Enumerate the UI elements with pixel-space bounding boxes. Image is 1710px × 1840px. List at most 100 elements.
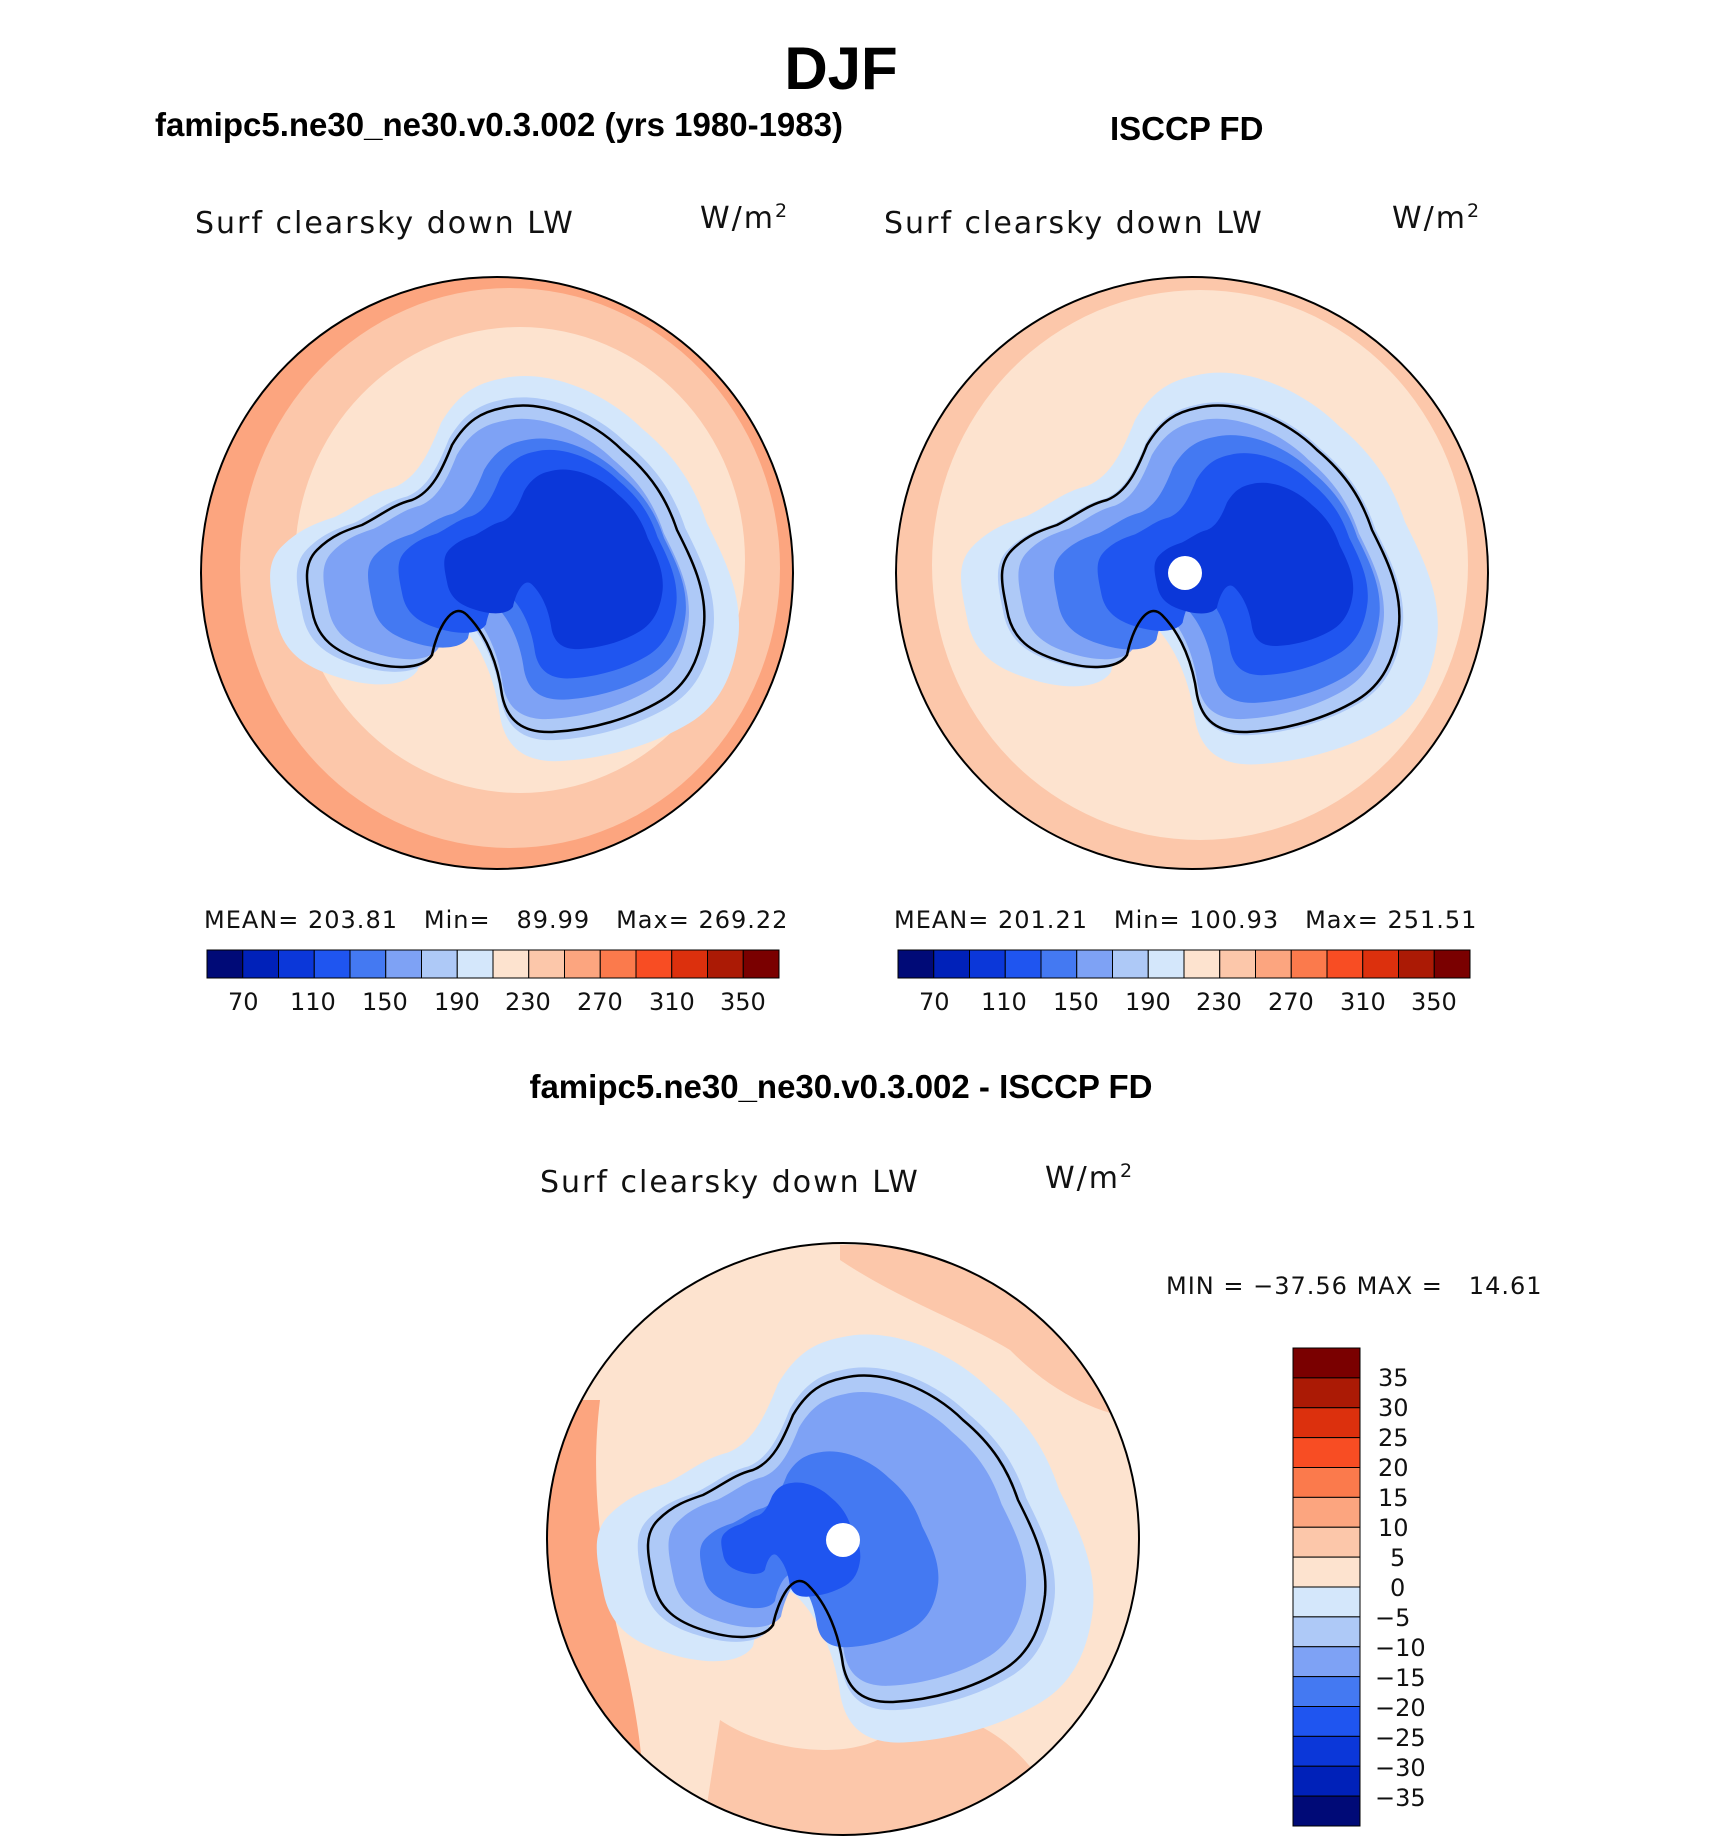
cbar3-tick: 0 [1390,1574,1406,1602]
colorbar-swatch [1292,1586,1361,1618]
colorbar-swatch [1433,949,1471,979]
colorbar-swatch [1292,1556,1361,1588]
colorbar-swatch [528,949,565,979]
colorbar-swatch [349,949,387,979]
max-label: Max= [1305,906,1379,934]
colorbar-swatch [897,949,935,979]
panel-obs-variable: Surf clearsky down LW [884,206,1264,241]
cbar1-tick: 70 [228,988,259,1016]
colorbar-swatch [1292,1526,1361,1558]
cbar3-tick: −10 [1375,1634,1426,1662]
mean-label: MEAN= [204,906,300,934]
colorbar-swatch [1112,949,1149,979]
units-base: W/m [1392,201,1467,236]
colorbar-swatch [1326,949,1364,979]
min-label: Min= [423,906,491,934]
colorbar-swatch [278,949,315,979]
colorbar-swatch [1292,1795,1361,1827]
colorbar-swatch [456,949,494,979]
colorbar-swatch [1292,1676,1361,1707]
panel-diff-title: famipc5.ne30_ne30.v0.3.002 - ISCCP FD [529,1068,1153,1105]
map-border [895,276,1489,870]
colorbar-swatch [1292,1377,1361,1409]
colorbar-swatch [599,949,637,979]
colorbar-swatch [1076,949,1113,979]
cbar3-tick: −5 [1375,1604,1411,1632]
map-border [200,276,794,870]
colorbar-swatch [1004,949,1042,979]
colorbar-swatch [933,949,970,979]
colorbar-swatch [1292,1437,1361,1468]
cbar3-tick: −15 [1375,1664,1426,1692]
colorbar-swatch [1292,1765,1361,1797]
mean-value: 203.81 [308,906,398,934]
cbar1-tick: 350 [720,988,766,1016]
mean-label: MEAN= [894,906,990,934]
units-exponent: 2 [1467,200,1482,222]
colorbar-model [206,949,780,979]
cbar3-tick: 25 [1378,1424,1409,1452]
colorbar-swatch [1398,949,1435,979]
colorbar-obs [897,949,1471,979]
units-base: W/m [700,201,775,236]
max-label: MAX = [1356,1272,1443,1300]
min-label: MIN = [1166,1272,1245,1300]
cbar1-tick: 230 [505,988,551,1016]
cbar3-tick: 5 [1390,1544,1406,1572]
colorbar-swatch [206,949,244,979]
colorbar-swatch [1292,1496,1361,1528]
colorbar-swatch [1362,949,1399,979]
panel-model-title: famipc5.ne30_ne30.v0.3.002 (yrs 1980-198… [155,106,843,143]
colorbar-diff [1292,1347,1361,1827]
max-label: Max= [616,906,690,934]
max-value: 269.22 [698,906,789,934]
colorbar-swatch [1292,1735,1361,1767]
colorbar-swatch [969,949,1006,979]
colorbar-swatch [1040,949,1078,979]
cbar1-tick: 110 [290,988,336,1016]
map-panel-obs [896,277,1488,869]
colorbar-swatch [313,949,351,979]
colorbar-swatch [385,949,422,979]
colorbar-swatch [707,949,744,979]
panel-obs-title: ISCCP FD [1110,110,1264,147]
min-value: 100.93 [1189,906,1280,934]
colorbar-swatch [1219,949,1256,979]
max-value: 251.51 [1387,906,1478,934]
cbar3-tick: −35 [1375,1784,1426,1812]
panel-model-stats: MEAN= 203.81 Min= 89.99 Max= 269.22 [204,906,788,934]
units-exponent: 2 [1120,1160,1135,1182]
cbar3-tick: 30 [1378,1394,1409,1422]
cbar1-tick: 150 [362,988,408,1016]
cbar1-tick: 190 [434,988,480,1016]
panel-model-variable: Surf clearsky down LW [195,206,575,241]
cbar2-tick: 190 [1125,988,1171,1016]
mean-value: 201.21 [998,906,1088,934]
panel-diff-stats: MIN = −37.56 MAX = 14.61 [1166,1272,1543,1300]
panel-obs-units: W/m2 [1392,200,1481,236]
colorbar-swatch [1292,1706,1361,1737]
cbar3-tick: −30 [1375,1754,1426,1782]
max-value: 14.61 [1468,1272,1543,1300]
cbar3-tick: 20 [1378,1454,1409,1482]
cbar3-tick: 35 [1378,1364,1409,1392]
min-value: −37.56 [1253,1272,1348,1300]
colorbar-swatch [492,949,530,979]
cbar3-tick: −25 [1375,1724,1426,1752]
colorbar-swatch [1292,1407,1361,1439]
cbar1-tick: 270 [577,988,623,1016]
colorbar-swatch [564,949,601,979]
colorbar-swatch [1290,949,1328,979]
cbar3-tick: 15 [1378,1484,1409,1512]
colorbar-swatch [742,949,780,979]
colorbar-swatch [1183,949,1221,979]
cbar2-tick: 150 [1053,988,1099,1016]
colorbar-swatch [242,949,279,979]
panel-model-units: W/m2 [700,200,789,236]
min-value: 89.99 [516,906,591,934]
panel-diff-variable: Surf clearsky down LW [540,1165,920,1200]
cbar2-tick: 350 [1411,988,1457,1016]
cbar3-tick: −20 [1375,1694,1426,1722]
colorbar-swatch [1292,1347,1361,1379]
